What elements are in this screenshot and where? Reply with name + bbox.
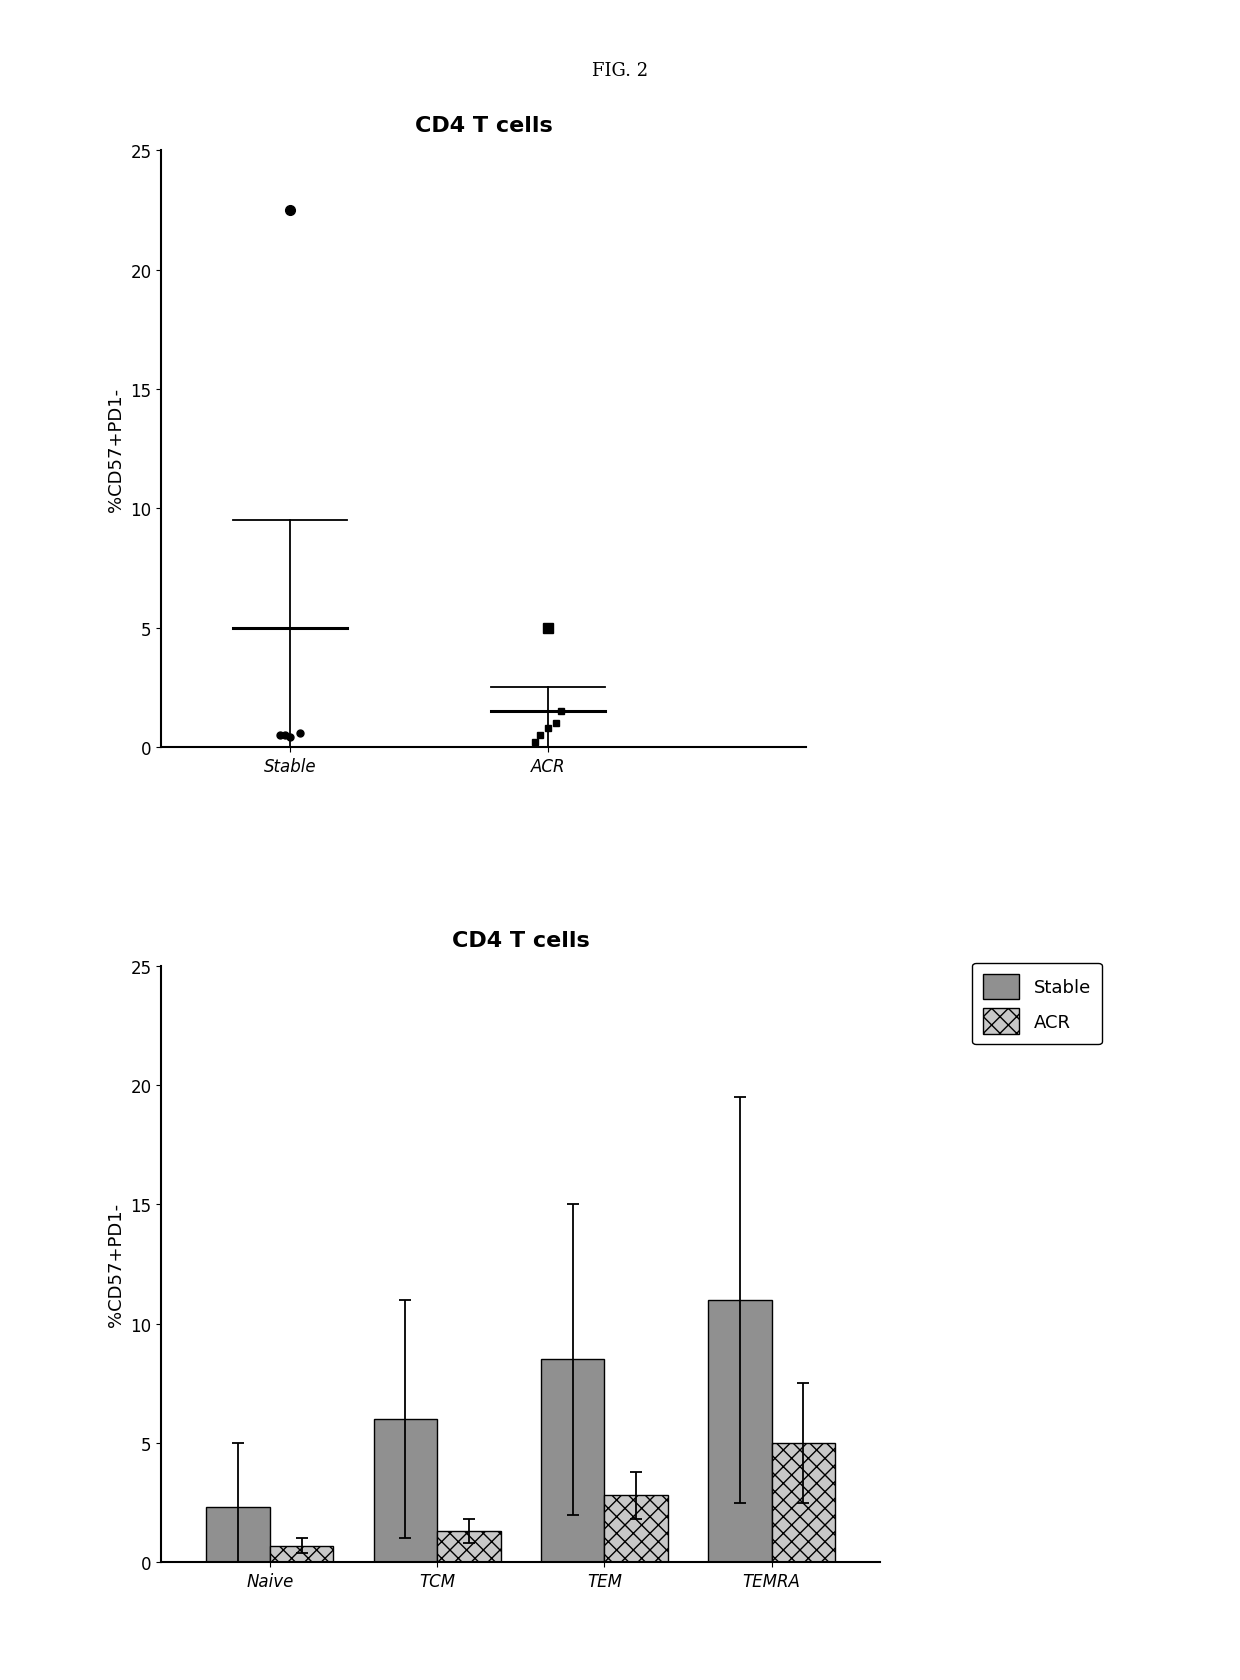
Bar xyxy=(270,1546,334,1562)
Bar xyxy=(206,1507,270,1562)
Y-axis label: %CD57+PD1-: %CD57+PD1- xyxy=(107,388,125,511)
Title: CD4 T cells: CD4 T cells xyxy=(451,931,590,951)
Bar xyxy=(438,1532,501,1562)
Bar xyxy=(541,1359,604,1562)
Title: CD4 T cells: CD4 T cells xyxy=(414,116,553,136)
Y-axis label: %CD57+PD1-: %CD57+PD1- xyxy=(107,1203,125,1326)
Bar xyxy=(604,1495,668,1562)
Bar xyxy=(373,1420,438,1562)
Bar xyxy=(771,1443,836,1562)
Legend: Stable, ACR: Stable, ACR xyxy=(972,963,1101,1045)
Text: FIG. 2: FIG. 2 xyxy=(591,62,649,79)
Bar xyxy=(708,1300,771,1562)
